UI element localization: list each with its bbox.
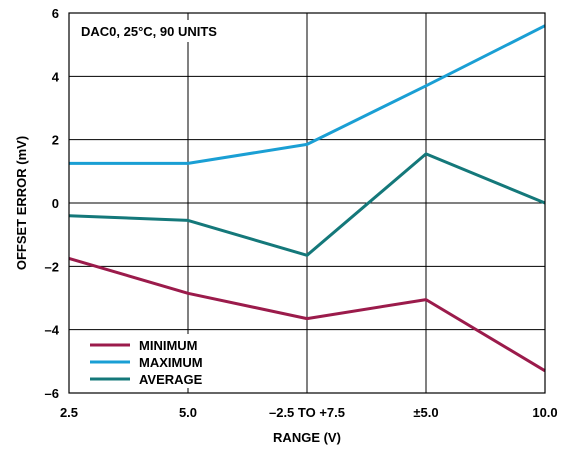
x-tick-label: –2.5 TO +7.5 bbox=[269, 405, 345, 420]
chart-annotation: DAC0, 25°C, 90 UNITS bbox=[81, 24, 217, 39]
x-tick-label: 10.0 bbox=[532, 405, 557, 420]
y-tick-label: –4 bbox=[45, 323, 60, 338]
annotation-background bbox=[75, 20, 261, 42]
y-tick-labels: 6 4 2 0 –2 –4 –6 bbox=[45, 6, 60, 401]
series-lines bbox=[68, 24, 546, 373]
plot-frame bbox=[68, 12, 546, 394]
y-tick-label: –6 bbox=[45, 386, 59, 401]
y-tick-label: 2 bbox=[52, 133, 59, 148]
series-line-maximum bbox=[69, 24, 546, 165]
y-axis-title: OFFSET ERROR (mV) bbox=[14, 136, 29, 270]
y-tick-label: 6 bbox=[52, 6, 59, 21]
x-tick-label: 5.0 bbox=[179, 405, 197, 420]
x-tick-label: 2.5 bbox=[60, 405, 78, 420]
grid-lines bbox=[69, 13, 545, 393]
legend: MINIMUM MAXIMUM AVERAGE bbox=[90, 338, 203, 387]
legend-label-maximum: MAXIMUM bbox=[139, 355, 203, 370]
y-tick-label: –2 bbox=[45, 259, 59, 274]
x-axis-title: RANGE (V) bbox=[273, 430, 341, 445]
y-tick-label: 4 bbox=[52, 69, 60, 84]
series-line-average bbox=[68, 152, 546, 257]
legend-label-average: AVERAGE bbox=[139, 372, 203, 387]
series-line-minimum bbox=[68, 256, 546, 373]
legend-label-minimum: MINIMUM bbox=[139, 338, 198, 353]
x-tick-label: ±5.0 bbox=[413, 405, 438, 420]
x-tick-labels: 2.5 5.0 –2.5 TO +7.5 ±5.0 10.0 bbox=[60, 405, 558, 420]
y-tick-label: 0 bbox=[52, 196, 59, 211]
